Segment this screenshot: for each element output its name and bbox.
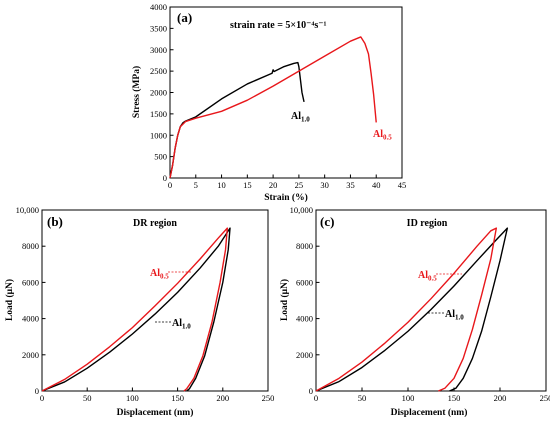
panel-a-x-tick-label: 35: [346, 180, 355, 190]
panel-a-x-tick-label: 45: [398, 180, 407, 190]
panel-a-plot-frame: [169, 6, 403, 179]
panel-a-x-axis-label: Strain (%): [264, 192, 308, 203]
panel-a-annotation: strain rate = 5×10⁻⁴s⁻¹: [230, 20, 327, 31]
panel-b-plot-frame: [41, 209, 269, 392]
panel-a-series-label: Al1.0: [291, 111, 310, 124]
panel-a-x-tick-label: 20: [269, 180, 278, 190]
panel-a-y-tick-label: 2500: [150, 66, 167, 76]
panel-b-y-tick-label: 6000: [22, 277, 39, 287]
panel-c-series-label: Al0.5: [418, 270, 437, 283]
panel-b-y-axis-label: Load (μN): [4, 279, 15, 321]
panel-c-x-axis-label: Displacement (nm): [391, 407, 468, 418]
panel-c-series-line-al1-0: [315, 227, 509, 392]
panel-b-y-tick-label: 2000: [22, 350, 39, 360]
panel-b-series-line-al0-5: [41, 227, 229, 392]
panel-b-x-tick-label: 0: [40, 393, 44, 403]
panel-a-y-tick-label: 2000: [150, 88, 167, 98]
panel-a-x-tick-label: 5: [194, 180, 198, 190]
panel-c-y-tick-label: 8000: [296, 241, 313, 251]
panel-a-y-tick-label: 1500: [150, 109, 167, 119]
panel-b-series-label: Al0.5: [150, 268, 169, 281]
panel-a-x-tick-label: 15: [243, 180, 252, 190]
panel-a-panel-label: (a): [177, 10, 192, 25]
panel-b-x-tick-label: 200: [216, 393, 229, 403]
panel-b-y-tick-label: 0: [35, 386, 39, 396]
panel-c-panel-label: (c): [320, 214, 334, 229]
panel-a-y-tick-label: 1000: [150, 130, 167, 140]
panel-a-y-tick-label: 0: [163, 173, 167, 183]
panel-b-x-tick-label: 50: [83, 393, 92, 403]
panel-c-annotation: ID region: [407, 218, 448, 229]
panel-c-y-tick-label: 4000: [296, 314, 313, 324]
panel-c-y-tick-label: 2000: [296, 350, 313, 360]
panel-c-series-label: Al1.0: [445, 309, 464, 322]
panel-c-y-tick-label: 6000: [296, 277, 313, 287]
panel-c-x-tick-label: 0: [314, 393, 318, 403]
panel-c-y-tick-label: 10,000: [290, 205, 313, 215]
panel-b-x-tick-label: 250: [262, 393, 275, 403]
panel-c-x-tick-label: 250: [540, 393, 550, 403]
panel-b-series-line-al1-0: [41, 227, 231, 392]
panel-a-x-tick-label: 25: [295, 180, 304, 190]
panel-c-plot-frame: [315, 209, 547, 392]
panel-c-x-tick-label: 50: [358, 393, 367, 403]
panel-a-y-tick-label: 500: [154, 152, 167, 162]
panel-c-x-tick-label: 100: [402, 393, 415, 403]
panel-b-panel-label: (b): [47, 214, 63, 229]
panel-b-annotation: DR region: [133, 218, 177, 229]
panel-b-y-tick-label: 10,000: [16, 205, 39, 215]
panel-b-y-tick-label: 8000: [22, 241, 39, 251]
panel-c-x-tick-label: 200: [494, 393, 507, 403]
panel-a-x-tick-label: 0: [168, 180, 172, 190]
panel-a-x-tick-label: 40: [372, 180, 381, 190]
panel-a-y-tick-label: 4000: [150, 2, 167, 12]
panel-b-x-tick-label: 100: [126, 393, 139, 403]
panel-a-y-tick-label: 3000: [150, 45, 167, 55]
panel-b-series-label: Al1.0: [172, 318, 191, 331]
panel-c-series-line-al0-5: [315, 227, 498, 392]
panel-a-y-tick-label: 3500: [150, 23, 167, 33]
panel-a-y-axis-label: Stress (MPa): [131, 66, 142, 118]
panel-b-x-tick-label: 150: [171, 393, 184, 403]
panel-c-y-axis-label: Load (μN): [279, 279, 290, 321]
panel-a-series-line-al0-5: [169, 36, 377, 179]
panel-c-y-tick-label: 0: [309, 386, 313, 396]
panel-a-series-label: Al0.5: [373, 129, 392, 142]
panel-b-x-axis-label: Displacement (nm): [117, 407, 194, 418]
panel-c-x-tick-label: 150: [448, 393, 461, 403]
panel-b-y-tick-label: 4000: [22, 314, 39, 324]
panel-a-x-tick-label: 30: [320, 180, 329, 190]
panel-a-x-tick-label: 10: [217, 180, 226, 190]
